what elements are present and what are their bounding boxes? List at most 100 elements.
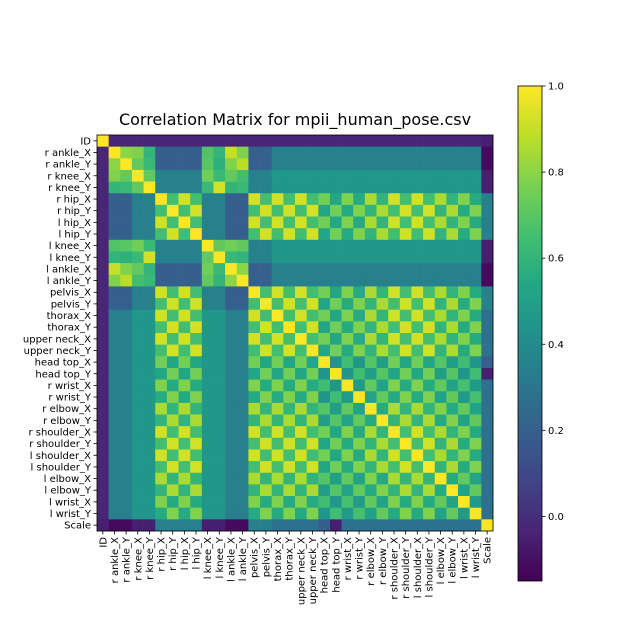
heatmap-cell	[201, 344, 214, 357]
heatmap-cell	[306, 402, 319, 415]
heatmap-cell	[481, 239, 494, 252]
heatmap-cell	[225, 239, 238, 252]
heatmap-cell	[213, 344, 226, 357]
heatmap-cell	[481, 437, 494, 450]
heatmap-cell	[166, 367, 179, 380]
x-tick-label: thorax_Y	[285, 536, 296, 581]
heatmap-cell	[434, 402, 447, 415]
heatmap-cell	[248, 496, 261, 509]
heatmap-cell	[329, 507, 342, 520]
heatmap-cell	[236, 437, 249, 450]
heatmap-cell	[166, 461, 179, 474]
heatmap-cell	[108, 169, 121, 182]
heatmap-cell	[260, 414, 273, 427]
heatmap-cell	[434, 251, 447, 264]
heatmap-cell	[411, 193, 424, 206]
heatmap-cell	[306, 344, 319, 357]
heatmap-cell	[423, 239, 436, 252]
heatmap-cell	[271, 484, 284, 497]
heatmap-cell	[248, 204, 261, 217]
heatmap-cell	[97, 519, 109, 532]
heatmap-cell	[260, 263, 273, 276]
heatmap-cell	[458, 158, 471, 171]
heatmap-cell	[469, 158, 482, 171]
heatmap-cell	[446, 274, 459, 287]
heatmap-cell	[376, 367, 389, 380]
heatmap-cell	[423, 309, 436, 322]
heatmap-cell	[190, 356, 203, 369]
heatmap-cell	[399, 344, 412, 357]
heatmap-cell	[236, 449, 249, 462]
heatmap-cell	[388, 472, 401, 485]
heatmap-cell	[166, 391, 179, 404]
heatmap-cell	[236, 426, 249, 439]
heatmap-cell	[248, 391, 261, 404]
heatmap-cell	[306, 286, 319, 299]
heatmap-cell	[213, 181, 226, 194]
heatmap-cell	[225, 333, 238, 345]
y-tick-label: r shoulder_X	[28, 428, 91, 439]
heatmap-cell	[434, 286, 447, 299]
heatmap-cell	[376, 472, 389, 485]
heatmap-cell	[388, 449, 401, 462]
heatmap-cell	[108, 437, 121, 450]
heatmap-cell	[225, 251, 238, 264]
heatmap-cell	[341, 333, 354, 345]
heatmap-cell	[248, 286, 261, 299]
heatmap-cell	[155, 181, 168, 194]
heatmap-cell	[213, 169, 226, 182]
heatmap-cell	[97, 286, 109, 299]
heatmap-cell	[364, 519, 377, 532]
heatmap-cell	[388, 356, 401, 369]
heatmap-cell	[201, 356, 214, 369]
heatmap-cell	[201, 286, 214, 299]
heatmap-cell	[318, 146, 331, 159]
heatmap-cell	[271, 402, 284, 415]
heatmap-cell	[318, 333, 331, 345]
heatmap-cell	[131, 204, 144, 217]
heatmap-cell	[120, 414, 133, 427]
heatmap-cell	[306, 391, 319, 404]
heatmap-cell	[411, 507, 424, 520]
heatmap-cell	[97, 135, 109, 147]
heatmap-cell	[434, 321, 447, 334]
heatmap-cell	[108, 251, 121, 264]
heatmap-cell	[236, 193, 249, 206]
heatmap-cell	[131, 519, 144, 532]
heatmap-cell	[178, 204, 191, 217]
heatmap-cell	[283, 286, 296, 299]
heatmap-cell	[155, 367, 168, 380]
heatmap-cell	[376, 356, 389, 369]
heatmap-cell	[190, 333, 203, 345]
heatmap-cell	[225, 135, 238, 147]
heatmap-cell	[458, 437, 471, 450]
heatmap-cell	[108, 507, 121, 520]
heatmap-cell	[329, 274, 342, 287]
heatmap-cell	[248, 263, 261, 276]
heatmap-cell	[458, 426, 471, 439]
heatmap-cell	[283, 461, 296, 474]
heatmap-cell	[97, 379, 109, 392]
heatmap-cell	[225, 449, 238, 462]
heatmap-cell	[446, 298, 459, 311]
heatmap-cell	[143, 344, 156, 357]
heatmap-cell	[399, 356, 412, 369]
heatmap-cell	[411, 239, 424, 252]
heatmap-cell	[155, 193, 168, 206]
heatmap-cell	[434, 414, 447, 427]
heatmap-cell	[458, 507, 471, 520]
heatmap-cell	[434, 344, 447, 357]
colorbar-tick-label: 0.8	[548, 168, 564, 179]
x-tick-label: head top_Y	[331, 536, 342, 593]
heatmap-cell	[388, 274, 401, 287]
heatmap-cell	[411, 216, 424, 229]
heatmap-cell	[190, 193, 203, 206]
heatmap-cell	[155, 449, 168, 462]
heatmap-cell	[364, 379, 377, 392]
heatmap-cell	[353, 507, 366, 520]
colorbar-tick-label: 1.0	[548, 82, 564, 93]
heatmap-cell	[446, 169, 459, 182]
heatmap-cell	[201, 391, 214, 404]
heatmap-cell	[155, 146, 168, 159]
heatmap-cell	[225, 519, 238, 532]
